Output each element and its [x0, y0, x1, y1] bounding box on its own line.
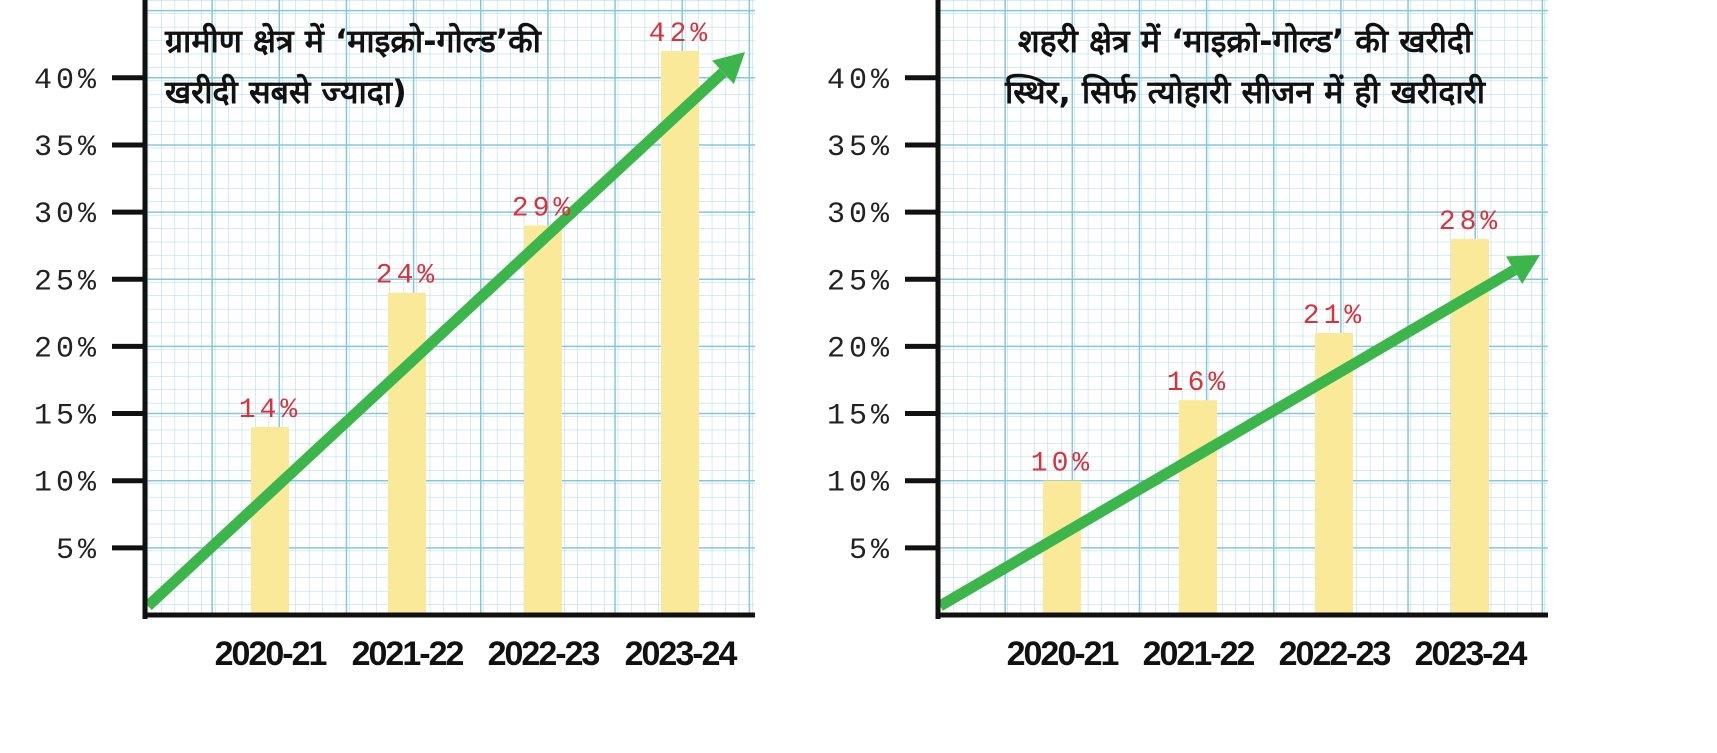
trend-arrow-shaft: [144, 68, 727, 611]
chart-title-line: शहरी क्षेत्र में ‘माइक्रो-गोल्ड’ की खरीद…: [1018, 22, 1474, 60]
data-label: 10%: [1031, 449, 1093, 480]
y-tick-label: 10%: [827, 467, 893, 501]
chart-title-line: स्थिर, सिर्फ त्योहारी सीजन में ही खरीदार…: [1004, 73, 1487, 111]
x-tick-label: 2020-21: [1007, 635, 1119, 673]
y-tick-label: 5%: [849, 534, 893, 568]
bar-2023-24: [661, 50, 699, 615]
y-tick-label: 25%: [827, 265, 893, 299]
y-tick-label: 10%: [34, 467, 100, 501]
x-tick-label: 2022-23: [1279, 635, 1391, 673]
data-label: 16%: [1167, 368, 1229, 399]
x-tick-label: 2023-24: [625, 635, 738, 673]
y-tick-label: 35%: [827, 131, 893, 165]
trend-arrow-shaft: [937, 265, 1517, 611]
chart-title-line: ग्रामीण क्षेत्र में ‘माइक्रो-गोल्ड’की: [164, 22, 543, 60]
chart-title-line: खरीदी सबसे ज्यादा): [164, 73, 407, 111]
y-tick-label: 30%: [827, 198, 893, 232]
y-tick-label: 20%: [34, 332, 100, 366]
chart-2: 10% 2020-21 16% 2021-22 21% 2022-23 28% 2023-24…: [827, 0, 1548, 673]
data-label: 29%: [512, 194, 574, 225]
y-tick-label: 5%: [56, 534, 100, 568]
y-tick-label: 25%: [34, 265, 100, 299]
bar-2022-23: [524, 225, 562, 615]
y-tick-label: 35%: [34, 131, 100, 165]
bar-2020-21: [251, 426, 289, 615]
x-tick-label: 2021-22: [1143, 635, 1255, 673]
y-tick-label: 30%: [34, 198, 100, 232]
x-tick-label: 2020-21: [215, 635, 327, 673]
y-tick-label: 40%: [827, 64, 893, 98]
bar-2021-22: [388, 292, 426, 615]
data-label: 24%: [376, 261, 438, 292]
y-tick-label: 40%: [34, 64, 100, 98]
data-label: 42%: [649, 19, 711, 50]
bar-2021-22: [1179, 400, 1217, 615]
y-tick-label: 15%: [34, 400, 100, 434]
chart-1: 14% 2020-21 24% 2021-22 29% 2022-23 42% 2023-24…: [34, 0, 755, 673]
x-tick-label: 2023-24: [1415, 635, 1528, 673]
data-label: 14%: [239, 395, 301, 426]
y-tick-label: 15%: [827, 400, 893, 434]
data-label: 21%: [1303, 301, 1365, 332]
data-label: 28%: [1439, 207, 1501, 238]
trend-arrow-head: [712, 52, 745, 85]
x-tick-label: 2022-23: [488, 635, 600, 673]
x-tick-label: 2021-22: [352, 635, 464, 673]
y-tick-label: 20%: [827, 332, 893, 366]
trend-arrow-head: [1506, 255, 1540, 284]
